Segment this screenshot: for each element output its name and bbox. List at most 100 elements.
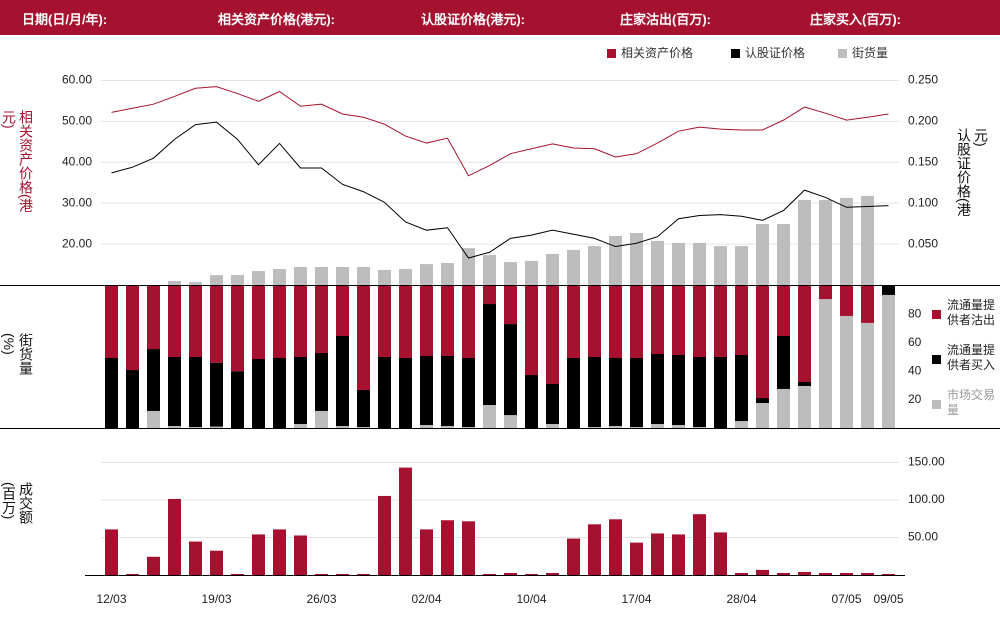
volume-bar (168, 498, 181, 575)
y-tick-label: 20.00 (62, 236, 92, 250)
volume-bar (567, 538, 580, 575)
y-axis-label: 街货量(%) (1, 333, 34, 375)
volume-bar (420, 529, 433, 575)
share-bar (420, 425, 433, 428)
share-bar (756, 403, 769, 428)
legend-item: 相关资产价格 (607, 44, 693, 61)
share-bar (462, 286, 475, 358)
volume-bar (273, 529, 286, 575)
street-bar (651, 240, 664, 285)
share-bar (357, 389, 370, 428)
share-bar (819, 299, 832, 428)
share-bar (336, 426, 349, 428)
y-tick-label: 40.00 (62, 154, 92, 168)
x-tick-label: 10/04 (516, 592, 546, 606)
volume-bar (609, 519, 622, 575)
volume-bar (882, 573, 895, 575)
street-bar (756, 224, 769, 285)
header-label: 庄家沽出(百万): (620, 12, 711, 27)
share-bar (168, 426, 181, 428)
share-bar (777, 388, 790, 428)
street-bar (168, 280, 181, 285)
legend-swatch (932, 400, 941, 409)
volume-bar (693, 514, 706, 575)
share-bar (735, 286, 748, 356)
share-bar (861, 286, 874, 323)
y-tick-label: 0.150 (908, 154, 938, 168)
street-bar (714, 246, 727, 285)
share-bar (777, 335, 790, 389)
share-bar (609, 357, 622, 427)
volume-bar (504, 572, 517, 575)
share-bar (168, 286, 181, 357)
legend-label: 认股证价格 (745, 46, 806, 60)
legend-swatch (932, 355, 941, 364)
volume-bar (231, 573, 244, 575)
volume-bar (210, 550, 223, 575)
y-tick-label: 50.00 (908, 530, 938, 544)
y-tick-label: 0.050 (908, 236, 938, 250)
share-bar (672, 425, 685, 428)
volume-bar (399, 467, 412, 575)
share-bar (483, 286, 496, 305)
volume-bar (441, 520, 454, 575)
share-bar (882, 294, 895, 428)
share-bar (147, 286, 160, 350)
share-bar (588, 427, 601, 428)
share-bar (882, 286, 895, 295)
share-bar (210, 286, 223, 363)
share-bar (630, 286, 643, 358)
share-bar (420, 356, 433, 426)
share-bar (126, 370, 139, 428)
volume-bar (105, 529, 118, 575)
street-bar (525, 260, 538, 285)
volume-bar (819, 572, 832, 575)
share-bar (189, 286, 202, 357)
y-tick-label: 0.100 (908, 195, 938, 209)
share-bar (651, 354, 664, 425)
legend-label: 街货量 (852, 46, 889, 60)
x-tick-label: 26/03 (306, 592, 336, 606)
street-bar (273, 269, 286, 285)
share-bar (315, 353, 328, 411)
street-bar (231, 275, 244, 285)
volume-bar (588, 524, 601, 575)
share-bar (735, 421, 748, 428)
street-bar (840, 197, 853, 285)
x-tick-label: 12/03 (96, 592, 126, 606)
share-bar (546, 383, 559, 425)
share-bar (651, 286, 664, 355)
share-bar (567, 286, 580, 358)
volume-bar (252, 534, 265, 575)
legend-item: 街货量 (838, 44, 888, 61)
share-bar (483, 304, 496, 405)
header-bar: 日期(日/月/年): 相关资产价格(港元): 认股证价格(港元): 庄家沽出(百… (0, 0, 1000, 35)
y-tick-label: 100.00 (908, 492, 945, 506)
share-bar (693, 427, 706, 428)
share-bar (273, 357, 286, 428)
legend-item: 流通量提供者沽出 (932, 298, 996, 328)
legend-item: 市场交易量 (932, 388, 996, 418)
share-bar (714, 286, 727, 357)
volume-bar (525, 573, 538, 575)
volume-bar (840, 572, 853, 575)
street-bar (483, 255, 496, 285)
y-axis-label: 成交额(百万) (1, 482, 34, 524)
street-bar (588, 246, 601, 285)
share-bar (231, 371, 244, 428)
volume-bar (798, 571, 811, 575)
y-axis-label: 相关资产价格(港元) (1, 110, 34, 213)
share-bar (693, 286, 706, 357)
volume-bar (714, 532, 727, 575)
share-bar (441, 286, 454, 357)
y-tick-label: 60.00 (62, 73, 92, 87)
share-bar (798, 286, 811, 382)
share-bar (105, 286, 118, 358)
share-bar (588, 357, 601, 428)
y-tick-label: 80 (908, 307, 922, 321)
x-tick-label: 09/05 (873, 592, 903, 606)
x-tick-label: 07/05 (831, 592, 861, 606)
share-bar (126, 286, 139, 371)
street-bar (399, 269, 412, 285)
price-line (111, 86, 889, 177)
